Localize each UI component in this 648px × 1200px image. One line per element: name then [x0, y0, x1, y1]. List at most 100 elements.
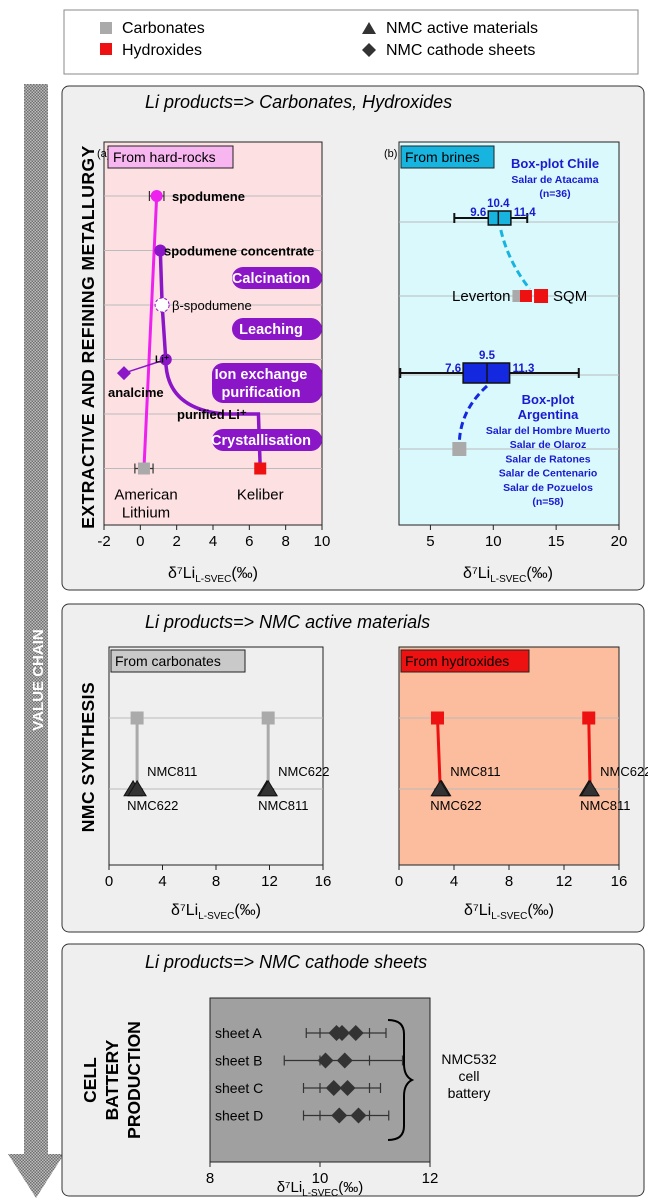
panel-e-xlabel: δ⁷LiL-SVEC(‰) — [277, 1179, 364, 1199]
panel-from-carbonates: From carbonates 0 4 8 12 16 NMC811 NMC622 NMC62… — [105, 646, 332, 922]
panel-d-label-upper: NMC811 — [450, 764, 500, 779]
chile-subtitle: Salar de Atacama — [511, 174, 598, 186]
section-synthesis: NMC SYNTHESIS Li products=> NMC active m… — [61, 603, 648, 933]
sheet-point — [347, 1025, 364, 1041]
panel-a-tick-label: 0 — [136, 533, 144, 550]
chile-count: (n=36) — [539, 188, 570, 200]
argentina-salar-label: Salar del Hombre Muerto — [486, 425, 610, 437]
section-refining: EXTRACTIVE AND REFINING METALLURGY Li pr… — [61, 85, 645, 591]
section-synthesis-side-label: NMC SYNTHESIS — [78, 682, 98, 832]
point-beta-spodumene — [154, 297, 170, 313]
panel-b-badge: From brines — [405, 149, 480, 165]
panel-c-material-point — [127, 779, 147, 797]
legend-label-nmc-active: NMC active materials — [386, 20, 538, 37]
process-leaching-bg — [232, 318, 322, 340]
panel-d-tick-label: 12 — [556, 873, 573, 890]
label-american-lithium: American — [114, 487, 177, 504]
panel-b-tick-label: 10 — [485, 533, 502, 550]
value-chain-arrow: VALUE CHAIN — [8, 84, 64, 1198]
label-keliber: Keliber — [237, 487, 284, 504]
label-leverton: Leverton — [452, 288, 510, 305]
point-hydroxide — [519, 290, 532, 302]
panel-e-tick-label: 10 — [312, 1170, 329, 1187]
chile-title: Box-plot Chile — [511, 156, 599, 171]
legend-marker-carbonates — [100, 22, 112, 34]
sheet-label: sheet D — [215, 1108, 263, 1124]
panel-b-tick-label: 5 — [426, 533, 434, 550]
point-spodumene — [150, 190, 163, 202]
panel-a-letter: (a) — [97, 148, 110, 160]
panel-c-xlabel: δ⁷LiL-SVEC(‰) — [171, 902, 261, 922]
sheet-point — [334, 1025, 350, 1041]
legend-label-nmc-sheets: NMC cathode sheets — [386, 42, 535, 59]
legend-label-hydroxides: Hydroxides — [122, 42, 202, 59]
panel-a-xlabel: δ⁷LiL-SVEC(‰) — [168, 565, 258, 585]
panel-c-tick-label: 16 — [315, 873, 332, 890]
panel-d-label-lower: NMC622 — [430, 798, 481, 813]
panel-d-tick-label: 8 — [505, 873, 513, 890]
process-leaching: Leaching — [239, 322, 303, 338]
panel-hard-rocks: (a) From hard-rocks -2 0 2 4 6 8 10 Calcination… — [97, 141, 331, 585]
point-sqm — [534, 289, 549, 303]
panel-d-precursor-point — [431, 711, 444, 725]
process-crystallisation: Crystallisation — [211, 433, 311, 449]
bracket-label-line-2: cell — [458, 1068, 479, 1084]
sheet-point — [336, 1052, 353, 1069]
panel-d-link — [436, 717, 442, 790]
panel-d-xlabel: δ⁷LiL-SVEC(‰) — [464, 902, 554, 922]
argentina-link — [457, 384, 489, 443]
label-spodumene: spodumene — [172, 189, 245, 204]
panel-c-badge: From carbonates — [115, 653, 221, 669]
panel-e-tick-label: 12 — [422, 1170, 439, 1187]
argentina-q1-label: 7.6 — [445, 363, 461, 375]
svg-text:CELL: CELL — [80, 1057, 100, 1103]
value-chain-label: VALUE CHAIN — [30, 629, 47, 730]
legend: Carbonates Hydroxides NMC active materia… — [63, 9, 639, 75]
panel-d-badge: From hydroxides — [405, 653, 509, 669]
label-analcime: analcime — [108, 385, 164, 400]
panel-d-link — [587, 717, 592, 790]
bracket-label-line-3: battery — [448, 1085, 491, 1101]
label-li-ion: Li⁺ — [155, 355, 169, 366]
panel-a-tick-label: 8 — [281, 533, 289, 550]
panel-c-material-point — [258, 779, 279, 797]
bracket-label-line-1: NMC532 — [441, 1051, 496, 1067]
argentina-salar-label: Salar de Centenario — [499, 468, 598, 480]
chile-link — [499, 229, 531, 290]
panel-d-tick-label: 4 — [450, 873, 458, 890]
panel-d-label-lower: NMC811 — [580, 798, 630, 813]
legend-marker-hydroxides — [100, 43, 112, 55]
panel-c-tick-label: 4 — [158, 873, 166, 890]
panel-a-tick-label: -2 — [97, 533, 110, 550]
point-analcime — [116, 366, 131, 381]
label-american-lithium: Lithium — [122, 505, 170, 522]
panel-c-label-lower: NMC811 — [258, 798, 308, 813]
sheet-point — [339, 1080, 356, 1096]
panel-c-label-upper: NMC622 — [278, 764, 329, 779]
panel-c-label-upper: NMC811 — [147, 764, 197, 779]
section-refining-side-label: EXTRACTIVE AND REFINING METALLURGY — [78, 145, 98, 529]
legend-label-carbonates: Carbonates — [122, 20, 205, 37]
svg-text:PRODUCTION: PRODUCTION — [124, 1021, 144, 1139]
svg-text:BATTERY: BATTERY — [102, 1039, 122, 1120]
panel-d-tick-label: 16 — [611, 873, 628, 890]
argentina-median-label: 9.5 — [479, 350, 496, 362]
panel-d-precursor-point — [582, 711, 596, 725]
argentina-q3-label: 11.3 — [513, 363, 535, 375]
panel-a-tick-label: 10 — [314, 533, 331, 550]
panel-d-tick-label: 0 — [395, 873, 403, 890]
sheet-point — [331, 1107, 348, 1124]
point-argentina-carbonate — [452, 442, 467, 456]
panel-c-tick-label: 8 — [212, 873, 220, 890]
label-beta-spodumene: β-spodumene — [172, 298, 252, 313]
label-purified-li: purified Li⁺ — [177, 407, 247, 422]
section-cell-side-label: CELL BATTERY PRODUCTION — [80, 1021, 144, 1139]
analcime-link — [123, 358, 166, 374]
spodumene-trend-line — [142, 195, 159, 469]
panel-d-material-point — [580, 779, 601, 797]
section-cell: Li products=> NMC cathode sheets CELL BA… — [61, 943, 645, 1199]
section-cell-header: Li products=> NMC cathode sheets — [145, 952, 427, 972]
panel-cathode-sheets: 8 10 12 sheet A sheet B sheet C sheet D δ⁷LiL-… — [206, 997, 497, 1199]
panel-c-tick-label: 0 — [105, 873, 113, 890]
process-calcination-bg — [232, 267, 322, 289]
